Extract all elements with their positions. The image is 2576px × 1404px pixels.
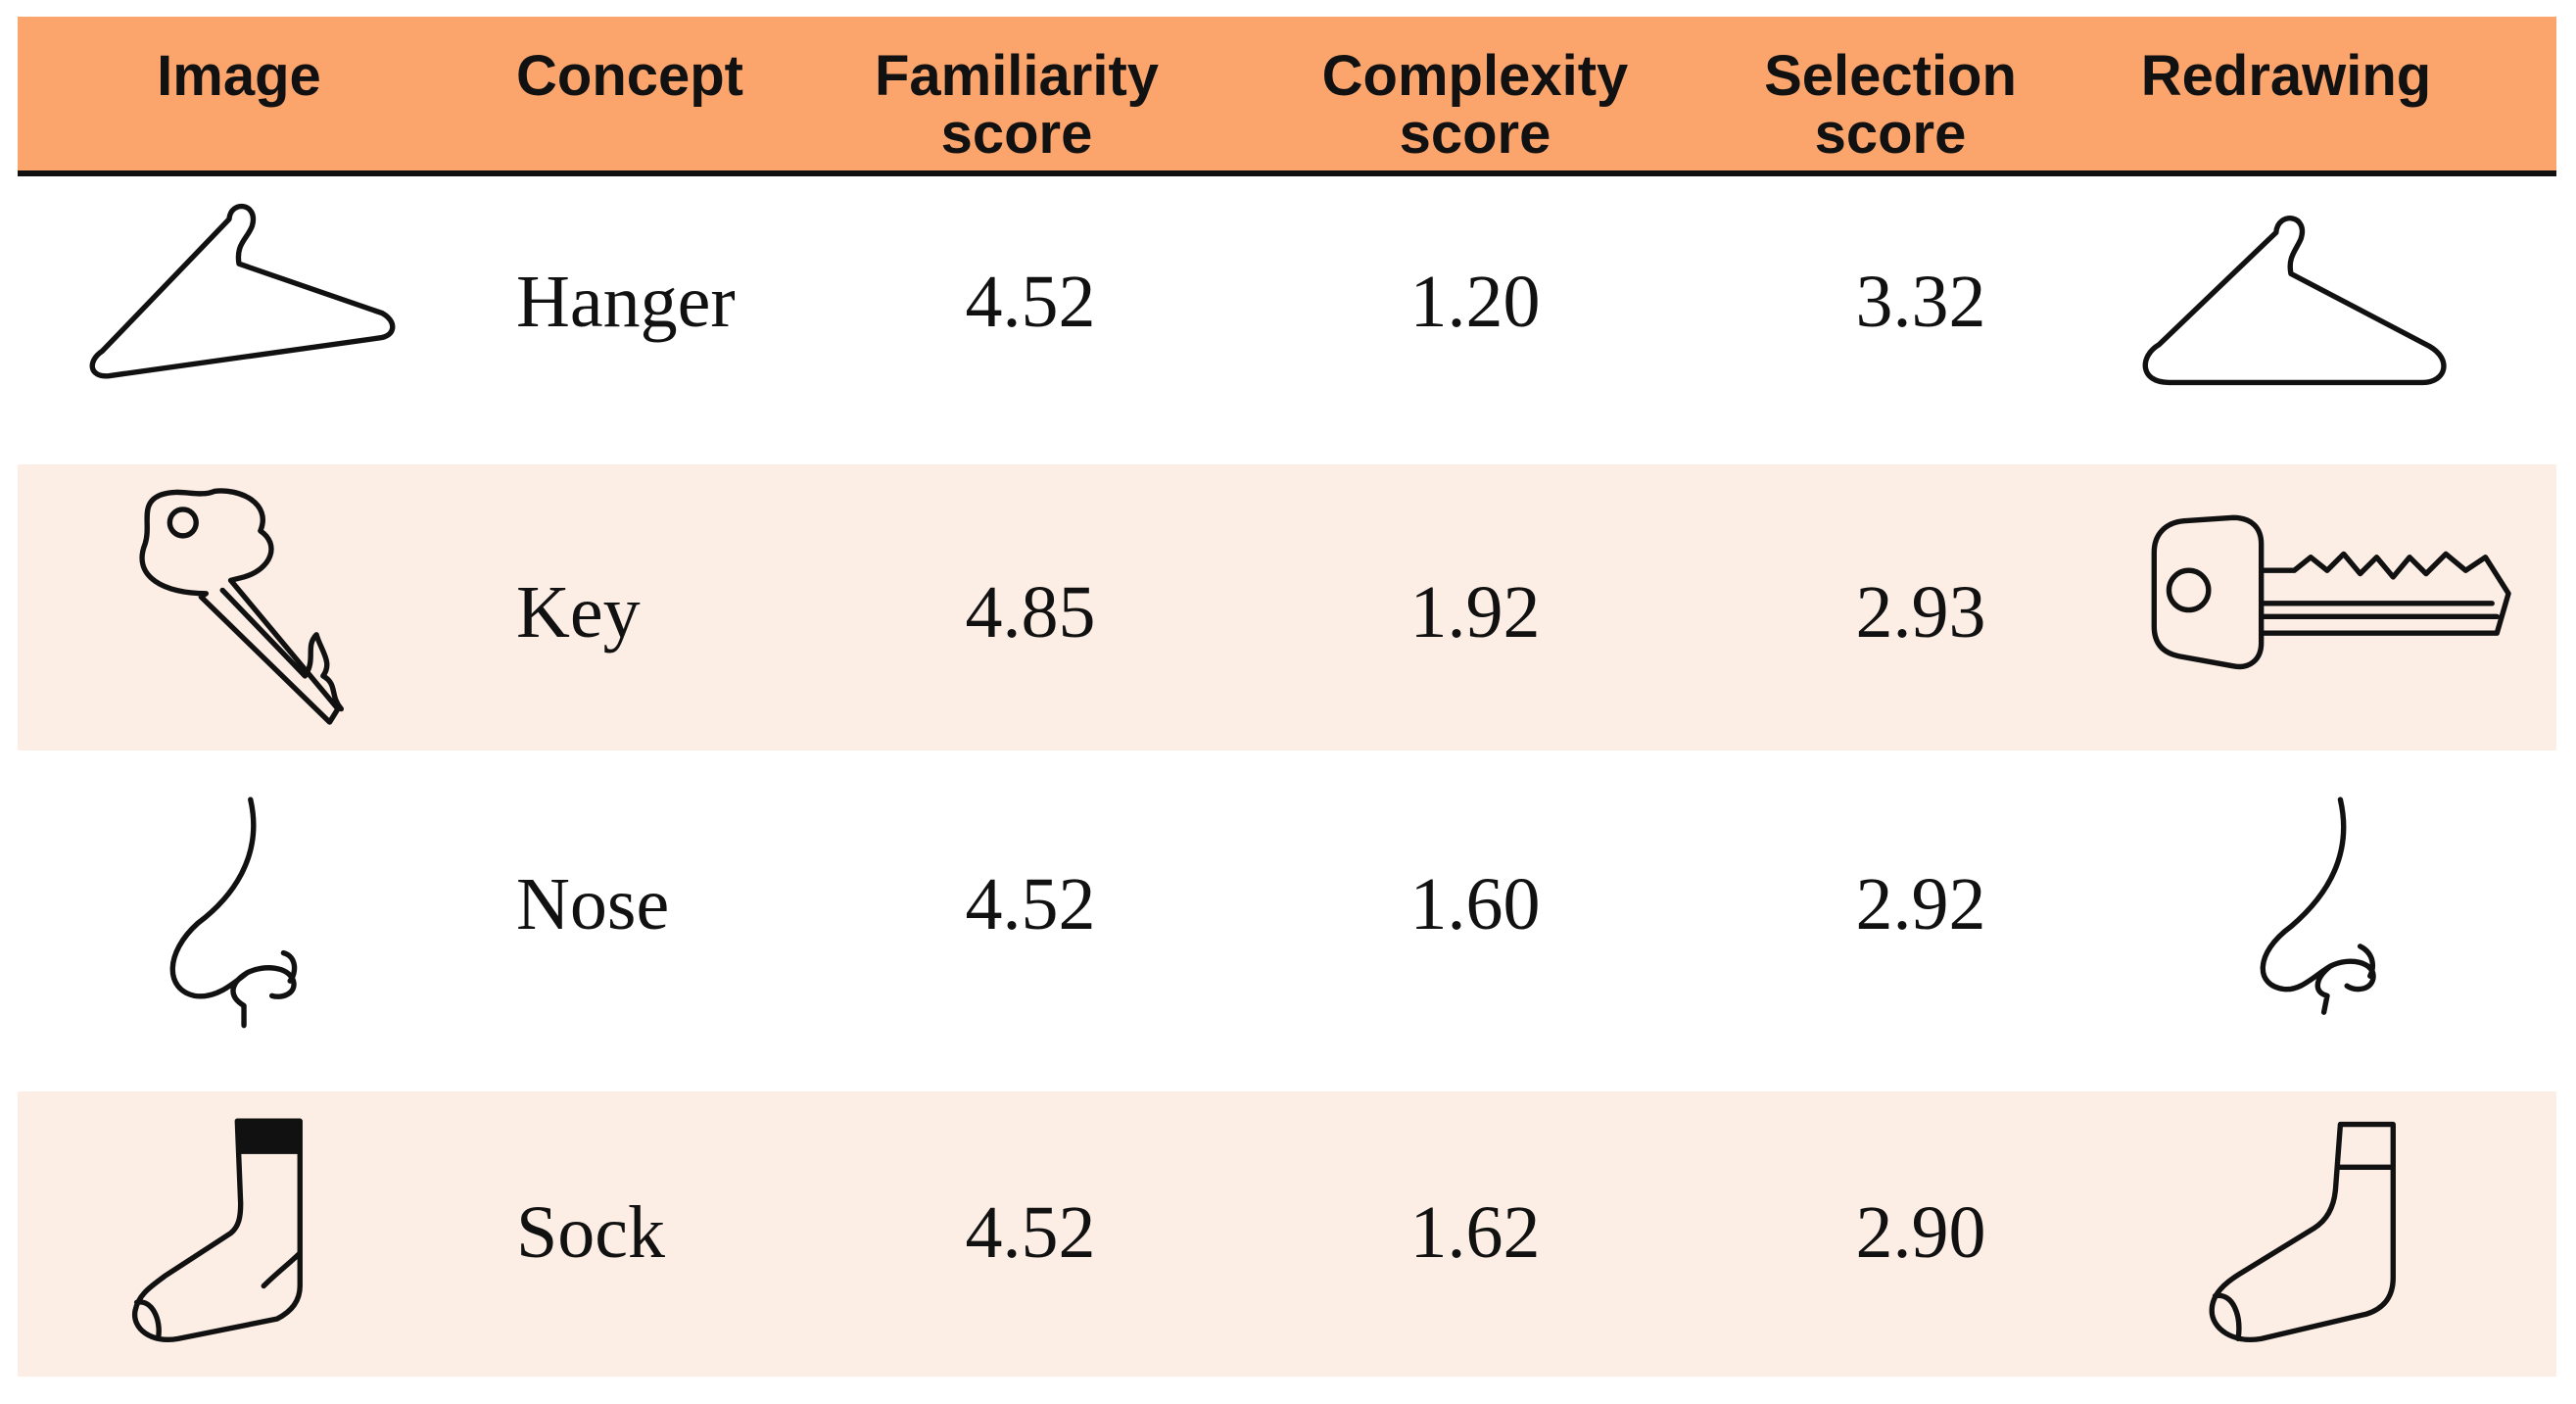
key-image-hole [167,507,199,539]
column-header: score [1815,102,1967,166]
score-cell: 4.52 [966,261,1096,343]
row-band [18,464,2556,750]
score-cell: 4.85 [966,571,1096,654]
key-redrawing [2151,514,2511,670]
column-header: score [1400,102,1551,166]
score-cell: 2.93 [1856,571,1986,654]
hanger-redrawing [2142,216,2447,386]
row-band [18,1091,2556,1377]
sock-redrawing [2209,1121,2396,1342]
sock-image [132,1118,303,1342]
concept-cell: Nose [516,863,669,945]
column-header: Selection [1764,44,2017,108]
key-image [139,488,345,725]
score-cell: 1.62 [1410,1191,1541,1274]
column-header: Familiarity [875,44,1159,108]
concept-cell: Sock [516,1191,665,1274]
hanger-image [89,203,396,379]
score-cell: 1.60 [1410,863,1541,945]
score-cell: 1.20 [1410,261,1541,343]
nose-redrawing [2260,797,2376,1015]
nose-image [169,797,298,1029]
key-redrawing-hole [2166,567,2212,613]
column-header: Complexity [1322,44,1629,108]
score-cell: 2.90 [1856,1191,1986,1274]
column-header: Image [157,44,321,108]
header-rule [18,170,2556,176]
score-cell: 4.52 [966,1191,1096,1274]
column-header: score [941,102,1093,166]
score-cell: 2.92 [1856,863,1986,945]
icons [89,203,2511,1342]
concept-cell: Hanger [516,261,736,343]
header-band [18,17,2556,173]
column-header: Concept [516,44,743,108]
score-cell: 3.32 [1856,261,1986,343]
column-header: Redrawing [2141,44,2432,108]
score-cell: 1.92 [1410,571,1541,654]
score-cell: 4.52 [966,863,1096,945]
sock-image-cuff [237,1121,301,1154]
concept-cell: Key [516,571,641,654]
